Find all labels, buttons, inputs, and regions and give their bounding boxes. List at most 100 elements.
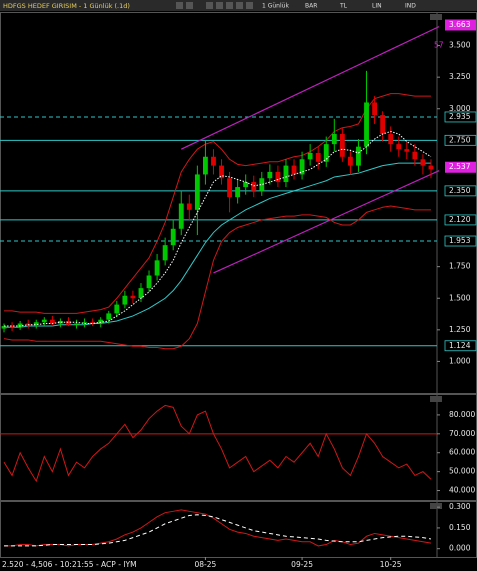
trend-line: [213, 170, 440, 274]
candle-body: [235, 187, 241, 198]
candle-body: [251, 182, 257, 191]
toolbar-labels: 1 Günlük BAR TL LIN IND: [262, 3, 416, 10]
candle-body: [66, 320, 71, 325]
y-tick-label: 3.000: [449, 104, 471, 113]
indicator-line: [4, 514, 432, 547]
indicator-readout: 57: [434, 41, 444, 50]
toolbar-icon[interactable]: [226, 2, 233, 9]
y-tick-label: 3.500: [449, 41, 471, 50]
level-label: 2.750: [449, 135, 471, 144]
toolbar-label: LIN: [372, 3, 382, 10]
toolbar-icon[interactable]: [186, 2, 193, 9]
y-tick-label: 0.300: [449, 502, 471, 511]
y-tick-label: 3.250: [449, 72, 471, 81]
candle-body: [348, 156, 353, 166]
x-tick-label: 09-25: [291, 560, 313, 569]
candle-body: [122, 295, 128, 305]
level-label: 2.120: [449, 215, 471, 224]
candle-body: [74, 323, 79, 325]
level-label-box: [444, 340, 477, 352]
candle-body: [299, 159, 305, 175]
toolbar-icon[interactable]: [236, 2, 243, 9]
candle-body: [283, 165, 289, 183]
candle-body: [114, 304, 120, 314]
toolbar-icon[interactable]: [206, 2, 213, 9]
indicator-line: [4, 130, 432, 327]
level-label: 1.124: [449, 341, 471, 350]
y-tick-label: 50.000: [449, 467, 475, 476]
level-label: 1.953: [449, 236, 471, 245]
candle-body: [219, 165, 224, 179]
candle-body: [315, 152, 321, 162]
candle-body: [98, 319, 104, 324]
chart-title: HDFGS HEDEF GIRISIM - 1 Günlük (.1d): [3, 2, 130, 10]
price-marker-box: [445, 161, 476, 173]
candle-body: [364, 102, 369, 147]
y-tick-label: 70.000: [449, 429, 475, 438]
candle-body: [194, 174, 200, 210]
price-marker-label: 3.663: [449, 20, 471, 29]
candle-body: [428, 165, 434, 170]
candle-body: [331, 134, 337, 145]
panel-button[interactable]: [430, 396, 442, 402]
candle-body: [25, 323, 31, 325]
candle-body: [49, 319, 55, 324]
candle-body: [130, 295, 136, 299]
level-label-box: [444, 111, 477, 123]
candle-body: [291, 165, 297, 175]
level-label-box: [444, 235, 477, 247]
candle-body: [1, 326, 7, 329]
level-label-box: [444, 134, 477, 146]
level-label-box: [444, 214, 477, 226]
candle-body: [154, 260, 160, 276]
indicator-line: [3, 205, 431, 350]
toolbar-label: 1 Günlük: [262, 3, 289, 10]
candle-body: [41, 319, 47, 323]
candle-body: [138, 288, 144, 299]
candle-body: [9, 326, 15, 328]
trend-line: [180, 26, 440, 150]
candle-body: [58, 320, 63, 324]
y-tick-label: 0.000: [449, 544, 471, 553]
candle-body: [380, 115, 386, 135]
candle-body: [307, 152, 313, 160]
panel-button[interactable]: [430, 14, 442, 20]
toolbar-icon[interactable]: [176, 2, 183, 9]
price-marker-label: 2.537: [449, 162, 471, 171]
y-tick-label: 1.500: [449, 293, 471, 302]
candle-body: [17, 323, 23, 328]
candle-body: [186, 203, 192, 210]
status-text: 2.520 - 4,506 - 10:21:55 - ACP - IYM: [2, 560, 137, 569]
y-tick-label: 1.000: [449, 356, 471, 365]
toolbar-label: TL: [339, 3, 348, 10]
toolbar-icon[interactable]: [246, 2, 253, 9]
candle-body: [267, 171, 273, 179]
candle-body: [146, 275, 152, 289]
candle-body: [372, 102, 377, 116]
candle-body: [259, 178, 265, 191]
candle-body: [203, 156, 208, 175]
panel-button[interactable]: [430, 503, 442, 509]
candle-body: [90, 322, 96, 324]
candle-body: [211, 156, 216, 166]
y-tick-label: 80.000: [449, 410, 475, 419]
x-tick-label: 10-25: [380, 560, 402, 569]
candle-body: [275, 171, 281, 183]
candle-body: [412, 151, 418, 160]
y-tick-label: 1.750: [449, 262, 471, 271]
candle-body: [404, 149, 410, 152]
toolbar-icon[interactable]: [216, 2, 223, 9]
candle-body: [243, 182, 249, 188]
candle-body: [106, 313, 112, 320]
candle-body: [162, 245, 168, 261]
x-tick-label: 08-25: [195, 560, 217, 569]
y-tick-label: 0.150: [449, 523, 471, 532]
candle-body: [396, 144, 402, 150]
price-marker-box: [445, 19, 476, 31]
y-tick-label: 1.250: [449, 325, 471, 334]
candle-body: [356, 146, 361, 166]
toolbar-label: BAR: [305, 3, 317, 10]
candle-body: [388, 134, 394, 145]
